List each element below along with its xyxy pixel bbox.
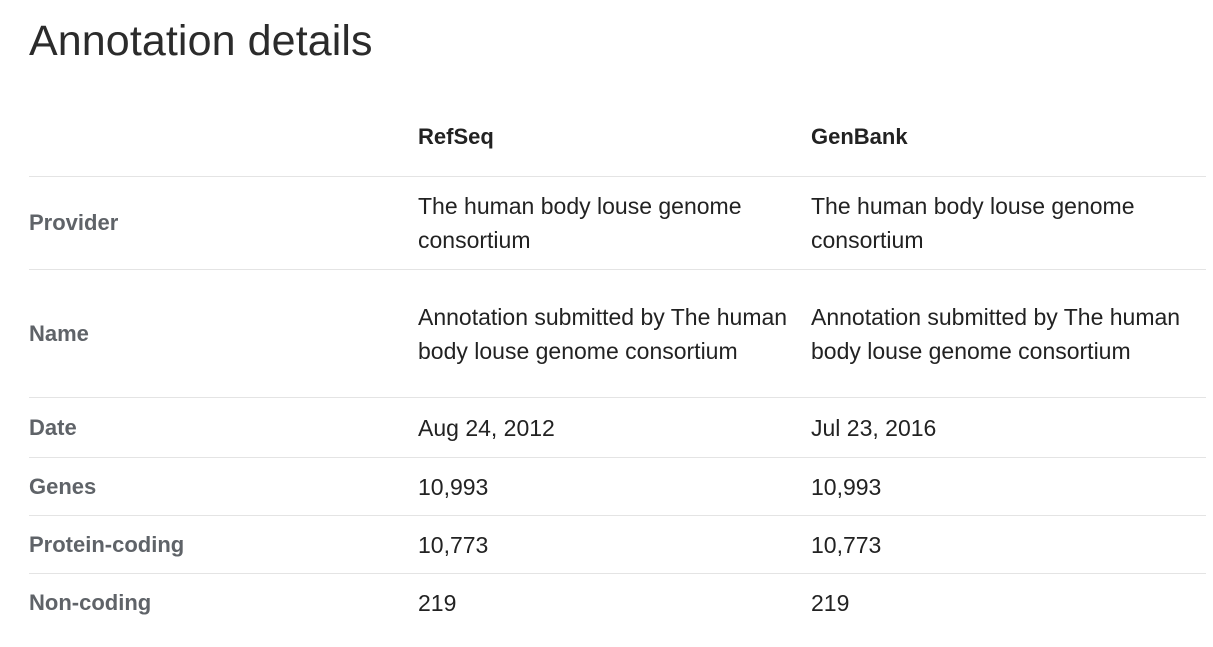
column-header-refseq: RefSeq bbox=[418, 97, 811, 177]
table-row-protein-coding: Protein-coding 10,773 10,773 bbox=[29, 515, 1206, 574]
table-row-name: Name Annotation submitted by The human b… bbox=[29, 269, 1206, 398]
column-header-genbank: GenBank bbox=[811, 97, 1206, 177]
genbank-non-coding-value: 219 bbox=[811, 589, 850, 616]
row-label-name: Name bbox=[29, 269, 418, 398]
table-row-date: Date Aug 24, 2012 Jul 23, 2016 bbox=[29, 397, 1206, 458]
table-row-provider: Provider The human body louse genome con… bbox=[29, 176, 1206, 270]
genbank-name-value: Annotation submitted by The human body l… bbox=[811, 303, 1181, 364]
refseq-name-value: Annotation submitted by The human body l… bbox=[418, 303, 788, 364]
row-label-date: Date bbox=[29, 397, 418, 458]
table-row-non-coding: Non-coding 219 219 bbox=[29, 574, 1206, 632]
refseq-date-value: Aug 24, 2012 bbox=[418, 397, 811, 458]
genbank-provider-cell: The human body louse genome consortium bbox=[811, 176, 1206, 270]
annotation-details-table: RefSeq GenBank Provider The human body l… bbox=[29, 97, 1206, 631]
row-label-non-coding: Non-coding bbox=[29, 589, 152, 615]
refseq-genes-value: 10,993 bbox=[418, 457, 811, 516]
table-row-genes: Genes 10,993 10,993 bbox=[29, 457, 1206, 516]
page-title: Annotation details bbox=[29, 17, 373, 65]
table-header-row: RefSeq GenBank bbox=[29, 97, 1206, 177]
refseq-name-cell: Annotation submitted by The human body l… bbox=[418, 269, 811, 398]
row-label-protein-coding: Protein-coding bbox=[29, 515, 418, 574]
refseq-provider-value: The human body louse genome consortium bbox=[418, 193, 742, 253]
genbank-date-value: Jul 23, 2016 bbox=[811, 397, 1206, 458]
column-header-label bbox=[29, 97, 418, 177]
row-label-provider: Provider bbox=[29, 176, 418, 270]
refseq-provider-cell: The human body louse genome consortium bbox=[418, 176, 811, 270]
refseq-protein-coding-value: 10,773 bbox=[418, 515, 811, 574]
genbank-provider-value: The human body louse genome consortium bbox=[811, 193, 1135, 253]
row-label-genes: Genes bbox=[29, 457, 418, 516]
genbank-protein-coding-value: 10,773 bbox=[811, 515, 1206, 574]
genbank-name-cell: Annotation submitted by The human body l… bbox=[811, 269, 1206, 398]
genbank-genes-value: 10,993 bbox=[811, 457, 1206, 516]
refseq-non-coding-value: 219 bbox=[418, 589, 457, 616]
